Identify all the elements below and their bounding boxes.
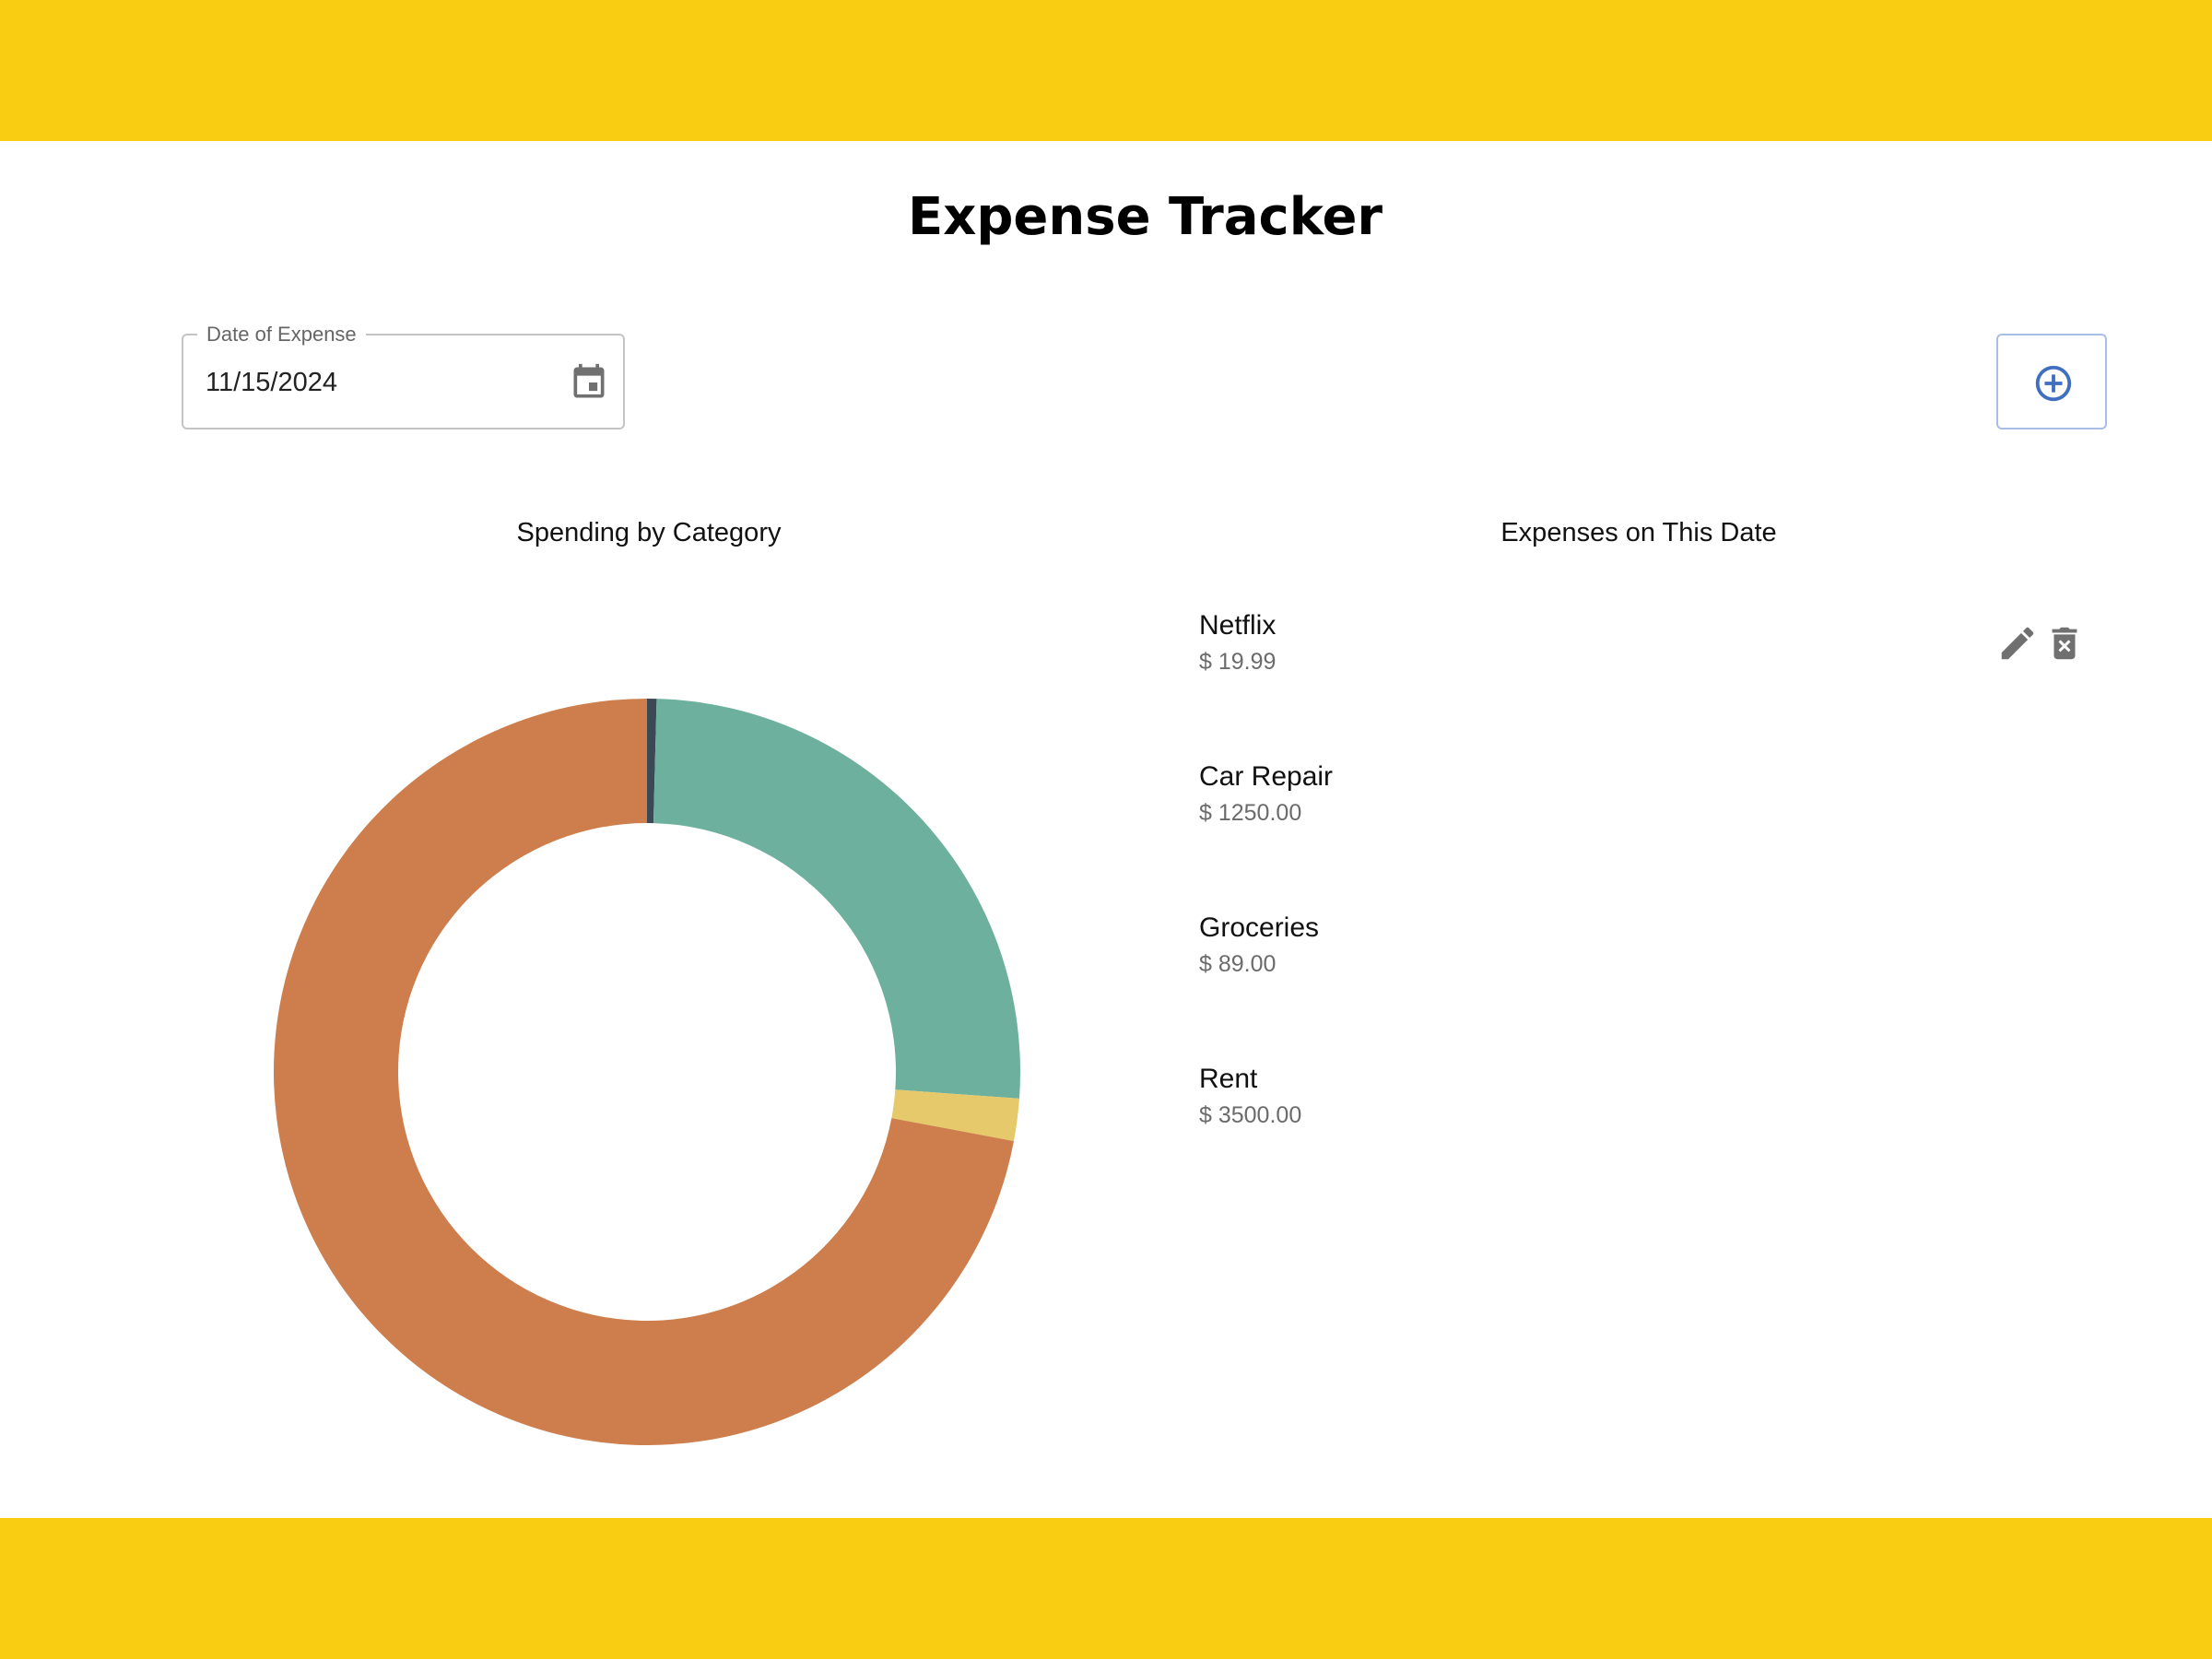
- expense-name: Rent: [1199, 1064, 1258, 1094]
- expense-item-netflix[interactable]: Netflix $ 19.99: [1199, 608, 1568, 677]
- donut-slice-netflix: [647, 699, 657, 824]
- edit-expense-pencil-icon[interactable]: [1996, 622, 2039, 665]
- date-field-value[interactable]: 11/15/2024: [206, 368, 337, 397]
- expenses-list-heading: Expenses on This Date: [1500, 518, 1777, 547]
- date-of-expense-field[interactable]: Date of Expense 11/15/2024: [182, 322, 625, 429]
- delete-expense-trash-icon[interactable]: [2043, 622, 2086, 665]
- bottom-banner: [0, 1518, 2212, 1659]
- donut-slice-car-repair: [653, 699, 1020, 1099]
- chart-heading: Spending by Category: [516, 518, 782, 547]
- expense-amount: $ 89.00: [1199, 951, 1277, 977]
- expense-amount: $ 3500.00: [1199, 1102, 1302, 1128]
- expense-amount: $ 19.99: [1199, 649, 1277, 675]
- donut-slice-rent: [273, 699, 1014, 1445]
- add-circle-icon: [2035, 365, 2072, 402]
- calendar-icon[interactable]: [569, 362, 609, 403]
- expense-amount: $ 1250.00: [1199, 800, 1302, 826]
- expense-name: Groceries: [1199, 912, 1320, 943]
- expense-item-rent[interactable]: Rent $ 3500.00: [1199, 1062, 1568, 1130]
- expense-item-groceries[interactable]: Groceries $ 89.00: [1199, 911, 1568, 979]
- top-banner: [0, 0, 2212, 141]
- page-title: Expense Tracker: [907, 186, 1383, 247]
- add-expense-button[interactable]: [1996, 334, 2107, 429]
- expense-item-car-repair[interactable]: Car Repair $ 1250.00: [1199, 759, 1568, 828]
- expense-name: Netflix: [1199, 610, 1277, 641]
- date-field-label: Date of Expense: [197, 322, 366, 347]
- donut-slice-groceries: [891, 1089, 1019, 1142]
- expense-name: Car Repair: [1199, 761, 1334, 792]
- spending-donut-chart: [273, 699, 1020, 1445]
